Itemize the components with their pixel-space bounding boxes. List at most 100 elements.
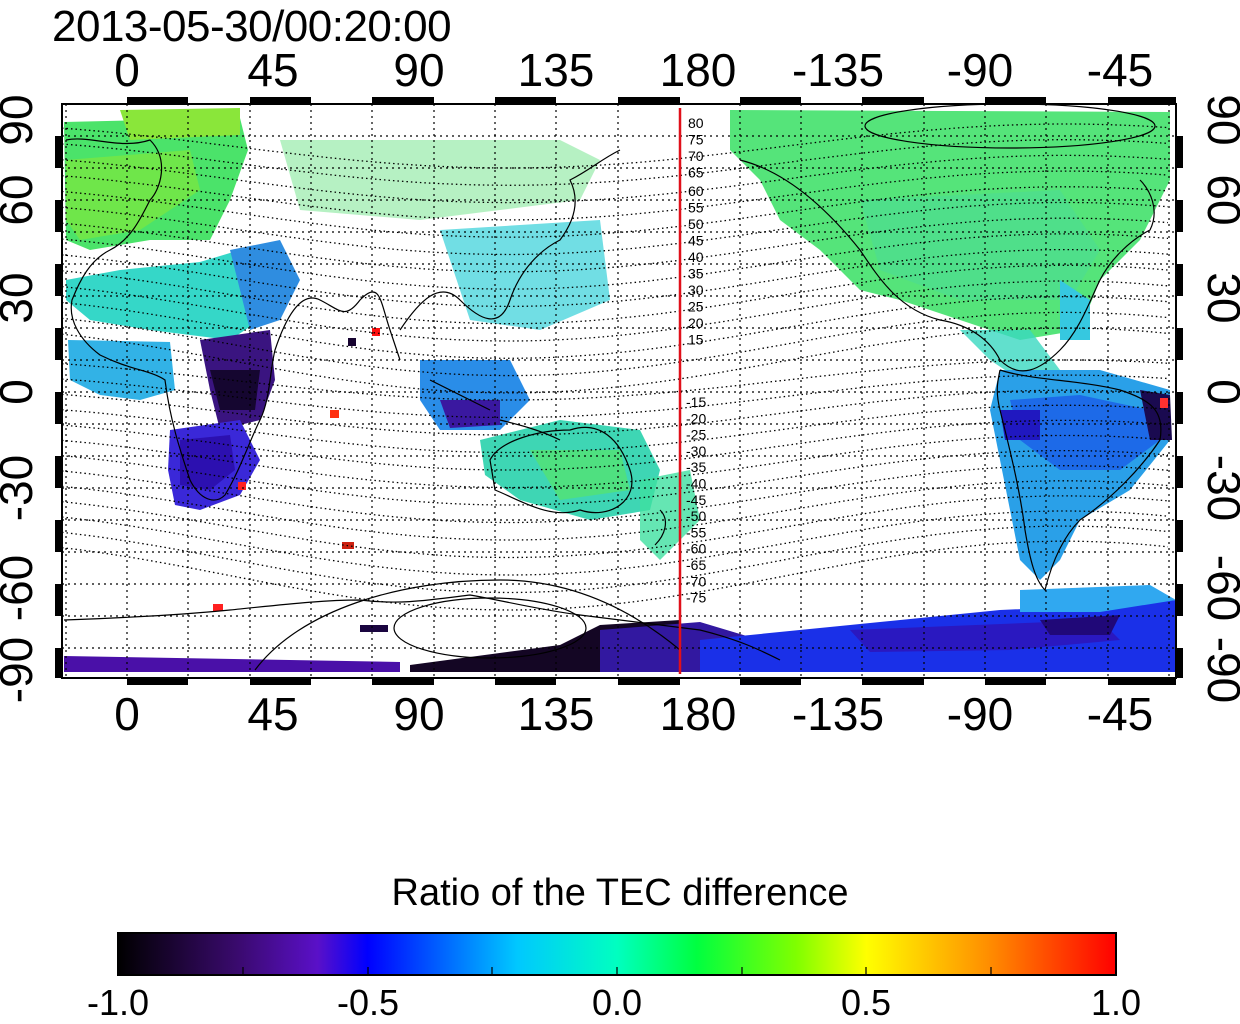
tick-bar-bottom [618, 678, 680, 685]
y-tick-label-right: -30 [1198, 455, 1240, 521]
tick-bar-left [55, 648, 62, 678]
tick-bar-right [1176, 392, 1183, 424]
x-tick-label-bottom: 180 [660, 688, 737, 740]
tick-bar-bottom [250, 678, 311, 685]
coastlines [63, 104, 1162, 671]
contour-line [62, 449, 1169, 506]
tick-bar-bottom [862, 678, 924, 685]
x-axis-top-labels: 0 45 90 135 180 -135 -90 -45 [114, 44, 1153, 96]
tick-bar-bottom [495, 678, 556, 685]
colorbar-tick-label: 1.0 [1090, 982, 1142, 1023]
tick-bar-left [55, 584, 62, 616]
contour-line [62, 186, 1169, 238]
colorbar-tick-label: -0.5 [336, 982, 400, 1023]
contour-line [62, 123, 1169, 169]
x-tick-label-bottom: -135 [792, 688, 884, 740]
x-tick-label-top: -45 [1087, 44, 1153, 96]
y-tick-label-left: -30 [0, 455, 42, 521]
tick-bar-top [618, 97, 680, 104]
contour-label: 40 [688, 249, 704, 265]
tick-bar-right [1176, 584, 1183, 616]
contour-label: -35 [686, 459, 706, 475]
tick-bar-left [55, 136, 62, 168]
contour-line [62, 201, 1169, 256]
x-tick-label-bottom: -45 [1087, 688, 1153, 740]
y-tick-label-right: -90 [1198, 637, 1240, 703]
y-axis-right-labels: 90 60 30 0 -30 -60 -90 [1198, 94, 1240, 703]
x-tick-label-top: 45 [247, 44, 298, 96]
contour-label: -30 [686, 443, 706, 459]
colorbar-tick-label: -1.0 [86, 982, 150, 1023]
contour-label: 65 [688, 165, 704, 181]
tick-bar-left [55, 328, 62, 360]
world-map: 8075706560555045403530252015-15-20-25-30… [0, 44, 1240, 740]
tec-data-layer [64, 108, 1176, 672]
contour-label: 35 [688, 266, 704, 282]
y-axis-left-labels: 90 60 30 0 -30 -60 -90 [0, 94, 42, 703]
tick-bar-right [1176, 136, 1183, 168]
x-tick-label-bottom: 135 [518, 688, 595, 740]
x-axis-bottom-labels: 0 45 90 135 180 -135 -90 -45 [114, 688, 1153, 740]
tick-bar-bottom [1108, 678, 1176, 685]
tick-bar-bottom [127, 678, 188, 685]
tick-bar-right [1176, 648, 1183, 678]
tick-bar-top [495, 97, 556, 104]
y-tick-label-left: -60 [0, 555, 42, 621]
contour-line [62, 217, 1169, 273]
tick-bar-left [55, 520, 62, 552]
contour-label: 55 [688, 200, 704, 216]
contour-label: -50 [686, 508, 706, 524]
contour-line [62, 419, 1169, 471]
contour-label: -20 [686, 410, 706, 426]
tick-bar-top [127, 97, 188, 104]
tick-bar-top [250, 97, 311, 104]
tick-bar-top [1108, 97, 1176, 104]
x-tick-label-top: 90 [393, 44, 444, 96]
contour-label: 80 [688, 115, 704, 131]
contour-label: 50 [688, 216, 704, 232]
contour-label: -75 [686, 590, 706, 606]
contour-line [62, 540, 1169, 611]
colorbar-tick-label: 0.5 [840, 982, 892, 1023]
tick-bar-right [1176, 328, 1183, 360]
contour-label: -60 [686, 541, 706, 557]
contour-label: 75 [688, 132, 704, 148]
contour-label: -45 [686, 492, 706, 508]
y-tick-label-right: 0 [1198, 379, 1240, 405]
contour-label: -70 [686, 573, 706, 589]
tick-bar-right [1176, 456, 1183, 488]
tick-bar-top [985, 97, 1046, 104]
contour-line [62, 374, 1169, 419]
y-tick-label-left: 30 [0, 272, 42, 323]
x-tick-label-top: 135 [518, 44, 595, 96]
contour-label: 30 [688, 282, 704, 298]
tick-bar-top [862, 97, 924, 104]
tick-bar-bottom [985, 678, 1046, 685]
map-title: 2013-05-30/00:20:00 [52, 2, 452, 51]
x-tick-label-top: 180 [660, 44, 737, 96]
x-tick-label-top: 0 [114, 44, 140, 96]
contour-line [62, 404, 1169, 454]
y-tick-label-left: 60 [0, 174, 42, 225]
contour-line [62, 359, 1169, 401]
contour-label: -40 [686, 476, 706, 492]
contour-lines [62, 123, 1169, 611]
contour-label: 25 [688, 299, 704, 315]
x-tick-label-top: -135 [792, 44, 884, 96]
y-tick-label-right: 60 [1198, 174, 1240, 225]
contour-line [62, 434, 1169, 489]
tick-bar-left [55, 392, 62, 424]
contour-label: 20 [688, 315, 704, 331]
y-tick-label-right: -60 [1198, 555, 1240, 621]
contour-label: -25 [686, 427, 706, 443]
contour-label: -15 [686, 394, 706, 410]
axis-tick-bars [55, 97, 1183, 685]
contour-label: 70 [688, 148, 704, 164]
x-tick-label-bottom: 45 [247, 688, 298, 740]
tick-bar-top [740, 97, 801, 104]
tick-bar-top [372, 97, 434, 104]
y-tick-label-left: 0 [0, 379, 42, 405]
tick-bar-left [55, 456, 62, 488]
